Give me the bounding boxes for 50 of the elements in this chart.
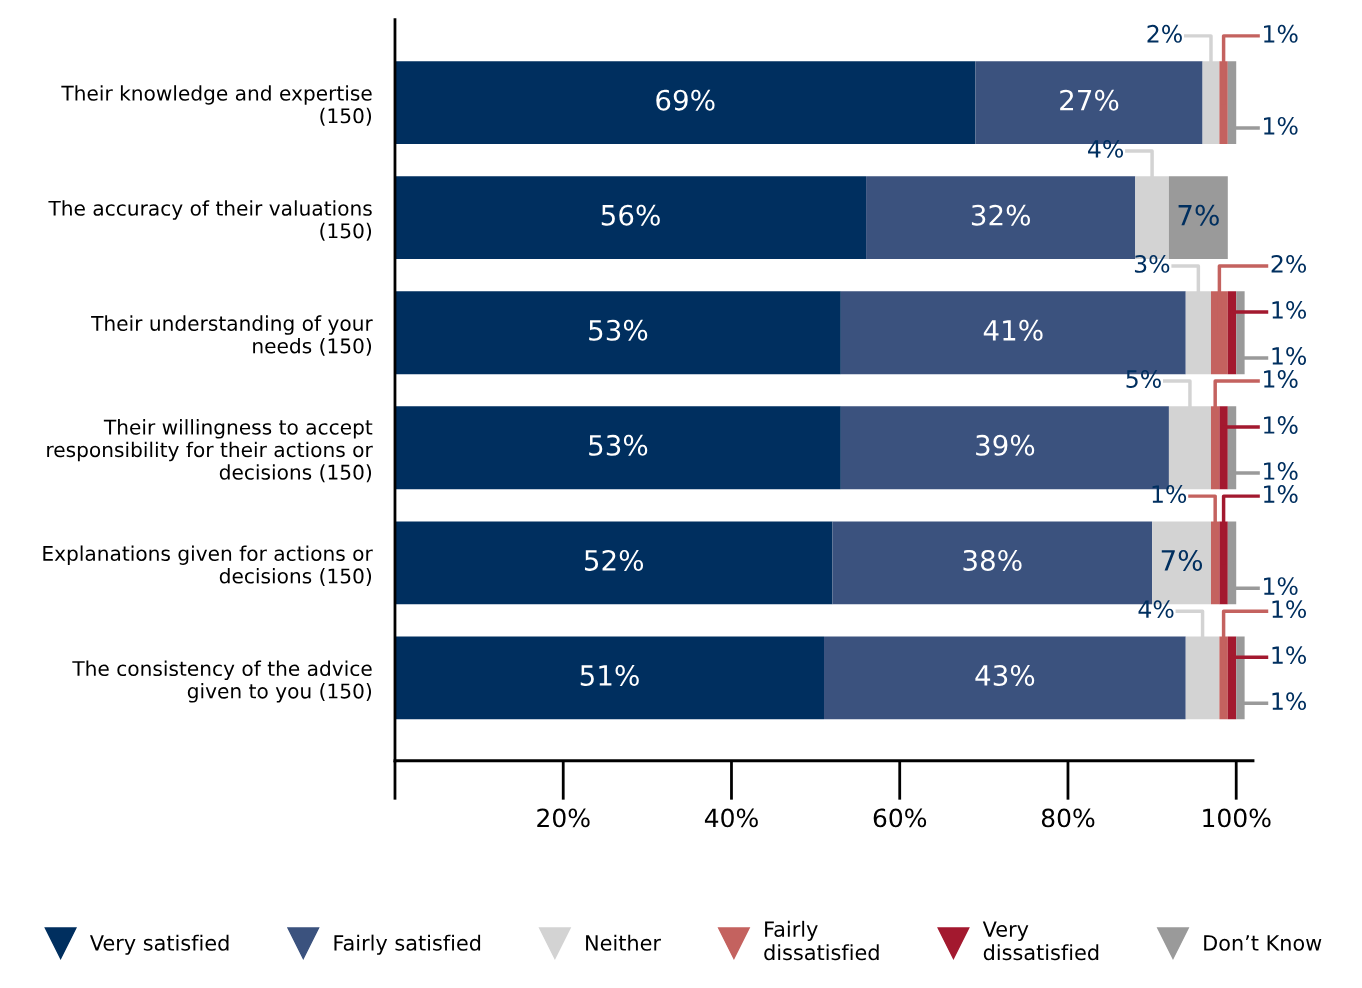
y-tick-label: Their understanding of your needs (150) [91, 315, 373, 356]
data-label: 39% [976, 434, 1035, 456]
data-label: 1% [1272, 692, 1307, 711]
data-label: 69% [656, 89, 715, 111]
data-label: 1% [1272, 646, 1307, 665]
legend-label: Fairly dissatisfied [764, 920, 879, 961]
x-tick-label: 20% [537, 808, 590, 828]
legend-label: Very satisfied [89, 934, 229, 955]
data-label: 4% [1088, 139, 1124, 158]
data-label: 2% [1147, 24, 1182, 43]
data-label: 51% [580, 664, 639, 686]
y-tick-label: The accuracy of their valuations (150) [48, 200, 372, 241]
data-label: 1% [1272, 347, 1307, 365]
data-label: 38% [963, 549, 1022, 571]
y-tick-label: Their knowledge and expertise (150) [61, 85, 372, 126]
x-tick-label: 100% [1203, 808, 1271, 828]
data-label: 53% [589, 319, 648, 341]
legend-label: Neither [586, 934, 661, 951]
x-tick-label: 40% [704, 808, 758, 828]
data-label: 1% [1264, 462, 1298, 480]
data-label: 1% [1272, 301, 1307, 319]
data-label: 7% [1161, 549, 1203, 571]
legend-label: Very dissatisfied [982, 921, 1099, 961]
data-label: 1% [1264, 370, 1298, 388]
data-label: 52% [584, 549, 644, 571]
data-label: 5% [1126, 370, 1161, 388]
data-label: 32% [971, 204, 1031, 226]
data-label: 53% [589, 434, 648, 456]
x-tick-label: 80% [1041, 808, 1095, 828]
data-label: 4% [1138, 600, 1174, 619]
data-label: 3% [1134, 254, 1170, 273]
legend-label: Fairly satisfied [334, 934, 481, 955]
y-tick-label: Explanations given for actions or decisions (150) [43, 545, 373, 586]
x-tick-label: 60% [873, 808, 927, 828]
legend-label: Don’t Know [1204, 935, 1322, 951]
data-label: 1% [1264, 116, 1298, 135]
data-label: 1% [1264, 577, 1298, 596]
data-label: 7% [1178, 204, 1219, 226]
data-label: 1% [1152, 485, 1187, 503]
data-label: 41% [983, 319, 1043, 341]
data-label: 1% [1264, 24, 1298, 43]
data-label: 56% [601, 204, 660, 226]
data-label: 1% [1264, 485, 1298, 503]
data-label: 1% [1264, 416, 1298, 434]
data-label: 1% [1272, 600, 1307, 619]
y-tick-label: Their willingness to accept responsibility for their actions or decisions (150) [47, 419, 373, 483]
data-label: 27% [1060, 89, 1119, 111]
data-label: 43% [975, 664, 1035, 686]
data-label: 2% [1271, 254, 1307, 273]
y-tick-label: The consistency of the advice given to you (150) [72, 660, 372, 703]
